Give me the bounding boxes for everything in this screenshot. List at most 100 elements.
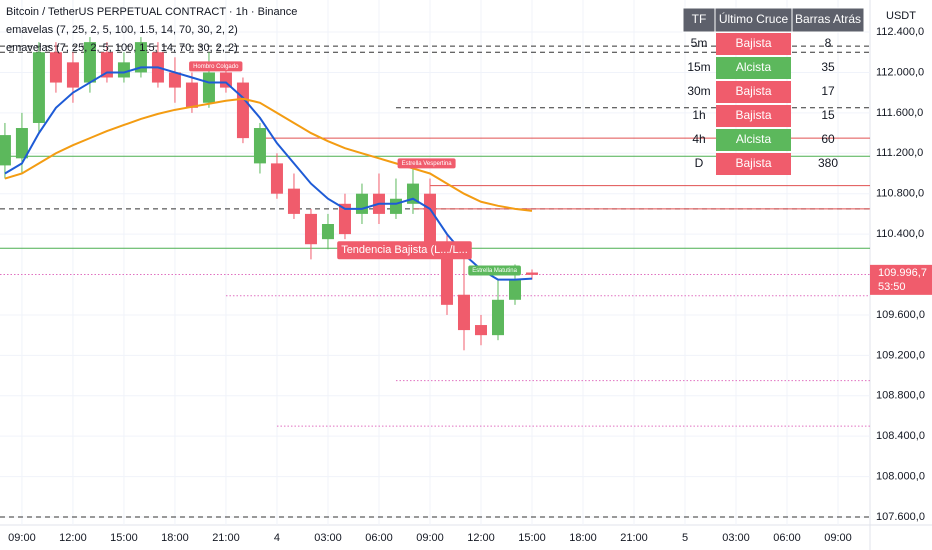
table-text: 15m [687,60,710,74]
table-text: 380 [818,156,838,170]
last-price: 109.996,7 [878,267,927,279]
annotation-box [468,265,521,276]
candle-body [355,193,368,214]
candle-body [287,188,300,214]
table-cell [716,57,791,79]
annotation-box [337,241,472,260]
x-tick-label: 03:00 [314,532,342,544]
y-tick-label: 109.600,0 [876,309,925,321]
table-text: Bajista [735,36,771,50]
table-text: Alcista [736,60,772,74]
countdown: 53:50 [878,281,906,293]
annotation: Estrella Matutina [472,268,517,274]
x-tick-label: 18:00 [569,532,597,544]
table-header-cell [714,7,793,33]
candle-body [236,82,249,139]
candle-body [508,279,521,300]
indicator-label: emavelas (7, 25, 2, 5, 100, 1.5, 14, 70,… [6,24,238,36]
candle-body [270,163,283,194]
y-tick-label: 108.800,0 [876,390,925,402]
table-text: 60 [821,132,835,146]
candle-body [491,299,504,336]
ema-line [4,66,533,281]
table-text: 4h [692,132,705,146]
annotation-box [397,158,456,169]
candle-body [321,224,334,240]
table-text: D [695,156,704,170]
candle-body [83,42,96,83]
table-header: Último Cruce [719,11,789,26]
annotation: Tendencia Bajista (L.../L... [341,244,468,256]
y-tick-label: 112.400,0 [876,26,924,38]
table-header-cell [682,7,716,33]
y-tick-label: 108.000,0 [876,471,925,483]
table-cell [716,129,791,151]
x-tick-label: 15:00 [518,532,546,544]
annotation: Hombro Colgado [193,64,239,70]
candle-body [66,62,79,88]
candle-body [253,128,266,164]
table-text: Bajista [735,84,771,98]
candle-body [134,42,147,73]
x-tick-label: 12:00 [467,532,495,544]
table-text: 30m [687,84,710,98]
table-text: 15 [821,108,835,122]
x-tick-label: 15:00 [110,532,138,544]
x-tick-label: 4 [274,532,280,544]
y-tick-label: 111.200,0 [876,147,923,159]
x-tick-label: 06:00 [773,532,801,544]
candle-body [304,213,317,245]
candle-body [440,244,453,305]
candle-body [49,52,62,83]
x-tick-label: 03:00 [722,532,750,544]
annotation: Estrella Vespertina [402,161,453,167]
candle-body [117,62,130,78]
table-cell [716,105,791,127]
candle-body [389,198,402,214]
candle-body [168,72,181,88]
y-tick-label: 112.000,0 [876,66,924,78]
candle-body [525,272,538,275]
x-tick-label: 09:00 [8,532,36,544]
table-header: Barras Atrás [795,12,861,26]
table-header-cell [791,7,865,33]
indicator-label: emavelas (7, 25, 2, 5, 100, 1.5, 14, 70,… [6,42,238,54]
candle-body [32,52,45,123]
y-tick-label: 110.400,0 [876,228,924,240]
candle-body [202,72,215,103]
x-tick-label: 09:00 [824,532,852,544]
y-tick-label: 107.600,0 [876,511,925,523]
candle-body [100,52,113,78]
x-tick-label: 21:00 [620,532,648,544]
ema-line [4,97,533,212]
last-price-box [870,264,932,295]
candle-body [423,193,436,245]
table-text: 5m [691,36,708,50]
y-tick-label: 108.400,0 [876,430,925,442]
candle-body [0,135,11,166]
table-cell [716,33,791,55]
y-tick-label: 109.200,0 [876,349,925,361]
x-tick-label: 21:00 [212,532,240,544]
x-tick-label: 5 [682,532,688,544]
x-tick-label: 09:00 [416,532,444,544]
candle-body [457,294,470,331]
table-text: 8 [825,36,832,50]
x-tick-label: 12:00 [59,532,87,544]
y-tick-label: 110.800,0 [876,188,924,200]
y-tick-label: 111.600,0 [876,107,923,119]
x-tick-label: 18:00 [161,532,189,544]
table-header: TF [692,12,707,26]
currency: USDT [886,10,916,22]
table-cell [716,153,791,175]
table-text: 1h [692,108,705,122]
candle-body [185,82,198,108]
candle-body [15,128,28,159]
candle-body [474,325,487,336]
table-text: 35 [821,60,835,74]
table-text: Alcista [736,132,772,146]
x-tick-label: 06:00 [365,532,393,544]
table-text: 17 [821,84,835,98]
table-cell [716,81,791,103]
